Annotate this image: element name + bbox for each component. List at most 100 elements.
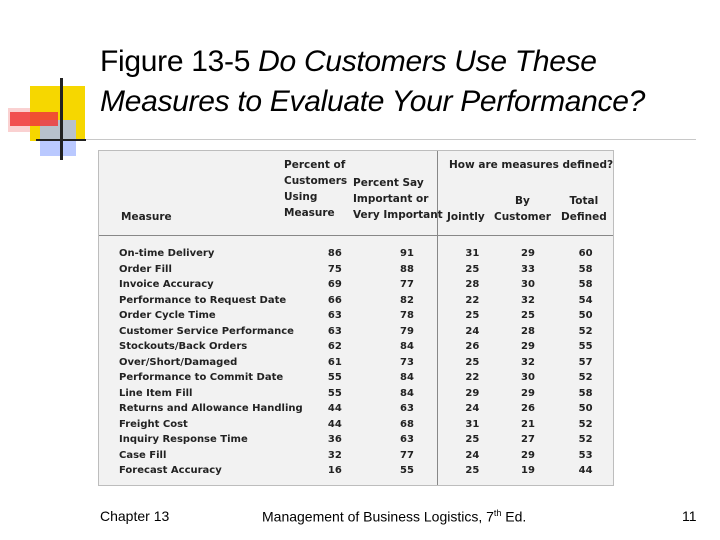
percent-using-cell: 69 bbox=[327, 279, 342, 290]
jointly-cell: 25 bbox=[465, 310, 480, 321]
percent-using-cell: 32 bbox=[327, 449, 342, 461]
slide-title: Figure 13-5 Do Customers Use These Measu… bbox=[100, 42, 700, 122]
table-row: Stockouts/Back Orders 62 84 26 29 55 bbox=[119, 339, 613, 355]
jointly-cell: 24 bbox=[465, 403, 480, 414]
percent-important-cell: 88 bbox=[400, 263, 414, 275]
header-percent-important: Percent Say Important or Very Important bbox=[353, 177, 443, 221]
percent-important-cell: 68 bbox=[400, 418, 414, 430]
by-customer-cell: 28 bbox=[521, 325, 535, 337]
measure-cell: Returns and Allowance Handling bbox=[119, 403, 303, 414]
jointly-cell: 24 bbox=[465, 325, 480, 337]
jointly-cell: 26 bbox=[465, 341, 480, 352]
jointly-cell: 28 bbox=[465, 279, 480, 290]
total-defined-cell: 52 bbox=[578, 372, 593, 383]
header-divider bbox=[99, 235, 613, 236]
measure-cell: Customer Service Performance bbox=[119, 325, 294, 337]
jointly-cell: 31 bbox=[465, 418, 480, 430]
percent-using-cell: 63 bbox=[327, 325, 342, 337]
measure-cell: Forecast Accuracy bbox=[119, 465, 222, 476]
footer-book-title: Management of Business Logistics, 7th Ed… bbox=[262, 508, 526, 525]
jointly-cell: 25 bbox=[465, 263, 480, 275]
total-defined-cell: 60 bbox=[578, 248, 593, 259]
percent-important-cell: 91 bbox=[400, 248, 414, 259]
table-row: Customer Service Performance 63 79 24 28 52 bbox=[119, 324, 613, 340]
jointly-cell: 31 bbox=[465, 248, 480, 259]
table-vertical-separator bbox=[437, 151, 438, 485]
percent-using-cell: 44 bbox=[327, 418, 342, 430]
percent-important-cell: 84 bbox=[400, 341, 414, 352]
total-defined-cell: 50 bbox=[578, 403, 593, 414]
by-customer-cell: 30 bbox=[521, 279, 535, 290]
footer-book-suffix: Ed. bbox=[501, 508, 527, 525]
by-customer-cell: 32 bbox=[521, 356, 535, 368]
table-row: Returns and Allowance Handling 44 63 24 26 50 bbox=[119, 401, 613, 417]
title-divider-rule bbox=[86, 139, 696, 140]
decorative-blue-square bbox=[40, 120, 76, 156]
header-group-defined: How are measures defined? bbox=[449, 159, 614, 171]
total-defined-cell: 58 bbox=[578, 387, 593, 399]
by-customer-cell: 26 bbox=[521, 403, 535, 414]
percent-using-cell: 55 bbox=[327, 372, 342, 383]
measure-cell: Order Cycle Time bbox=[119, 310, 216, 321]
measure-cell: Case Fill bbox=[119, 449, 167, 461]
total-defined-cell: 52 bbox=[578, 434, 593, 445]
percent-using-cell: 55 bbox=[327, 387, 342, 399]
table-row: Inquiry Response Time 36 63 25 27 52 bbox=[119, 432, 613, 448]
measure-cell: Performance to Request Date bbox=[119, 294, 287, 306]
percent-using-cell: 63 bbox=[327, 310, 342, 321]
measure-cell: Over/Short/Damaged bbox=[119, 356, 238, 368]
total-defined-cell: 57 bbox=[578, 356, 593, 368]
measure-cell: On-time Delivery bbox=[119, 248, 215, 259]
measure-cell: Performance to Commit Date bbox=[119, 372, 284, 383]
title-italic-line1: Do Customers Use These bbox=[258, 45, 597, 78]
percent-important-cell: 73 bbox=[400, 356, 414, 368]
table-row: Order Cycle Time 63 78 25 25 50 bbox=[119, 308, 613, 324]
percent-using-cell: 36 bbox=[327, 434, 342, 445]
decorative-red-bar bbox=[10, 112, 58, 126]
decorative-vertical-line bbox=[60, 78, 63, 160]
by-customer-cell: 32 bbox=[521, 294, 535, 306]
percent-using-cell: 62 bbox=[327, 341, 342, 352]
by-customer-cell: 29 bbox=[521, 248, 535, 259]
jointly-cell: 29 bbox=[465, 387, 480, 399]
table-row: Case Fill 32 77 24 29 53 bbox=[119, 448, 613, 464]
by-customer-cell: 29 bbox=[521, 387, 535, 399]
jointly-cell: 22 bbox=[465, 294, 480, 306]
measures-table-figure: Measure Percent of Customers Using Measu… bbox=[98, 150, 614, 486]
total-defined-cell: 50 bbox=[578, 310, 593, 321]
total-defined-cell: 52 bbox=[578, 325, 593, 337]
percent-using-cell: 44 bbox=[327, 403, 342, 414]
percent-important-cell: 77 bbox=[400, 279, 414, 290]
jointly-cell: 24 bbox=[465, 449, 480, 461]
percent-important-cell: 55 bbox=[400, 465, 414, 476]
header-jointly: Jointly bbox=[447, 211, 485, 223]
jointly-cell: 22 bbox=[465, 372, 480, 383]
measure-cell: Inquiry Response Time bbox=[119, 434, 248, 445]
percent-important-cell: 77 bbox=[400, 449, 414, 461]
percent-using-cell: 16 bbox=[327, 465, 342, 476]
table-row: Forecast Accuracy 16 55 25 19 44 bbox=[119, 463, 613, 479]
percent-important-cell: 79 bbox=[400, 325, 414, 337]
by-customer-cell: 30 bbox=[521, 372, 535, 383]
percent-important-cell: 63 bbox=[400, 434, 414, 445]
table-row: Over/Short/Damaged 61 73 25 32 57 bbox=[119, 355, 613, 371]
by-customer-cell: 19 bbox=[521, 465, 535, 476]
total-defined-cell: 54 bbox=[578, 294, 593, 306]
total-defined-cell: 58 bbox=[578, 263, 593, 275]
total-defined-cell: 44 bbox=[578, 465, 593, 476]
percent-important-cell: 82 bbox=[400, 294, 414, 306]
footer-page-number: 11 bbox=[682, 508, 697, 524]
measure-cell: Stockouts/Back Orders bbox=[119, 341, 248, 352]
jointly-cell: 25 bbox=[465, 434, 480, 445]
percent-using-cell: 86 bbox=[327, 248, 342, 259]
percent-important-cell: 78 bbox=[400, 310, 414, 321]
by-customer-cell: 21 bbox=[521, 418, 535, 430]
measures-table: On-time Delivery 86 91 31 29 60 Order Fill 75 88… bbox=[119, 246, 613, 479]
by-customer-cell: 27 bbox=[521, 434, 535, 445]
measure-cell: Order Fill bbox=[119, 263, 172, 275]
by-customer-cell: 29 bbox=[521, 449, 535, 461]
total-defined-cell: 53 bbox=[578, 449, 593, 461]
header-total-defined: Total Defined bbox=[561, 195, 607, 223]
total-defined-cell: 52 bbox=[578, 418, 593, 430]
table-row: Performance to Commit Date 55 84 22 30 52 bbox=[119, 370, 613, 386]
